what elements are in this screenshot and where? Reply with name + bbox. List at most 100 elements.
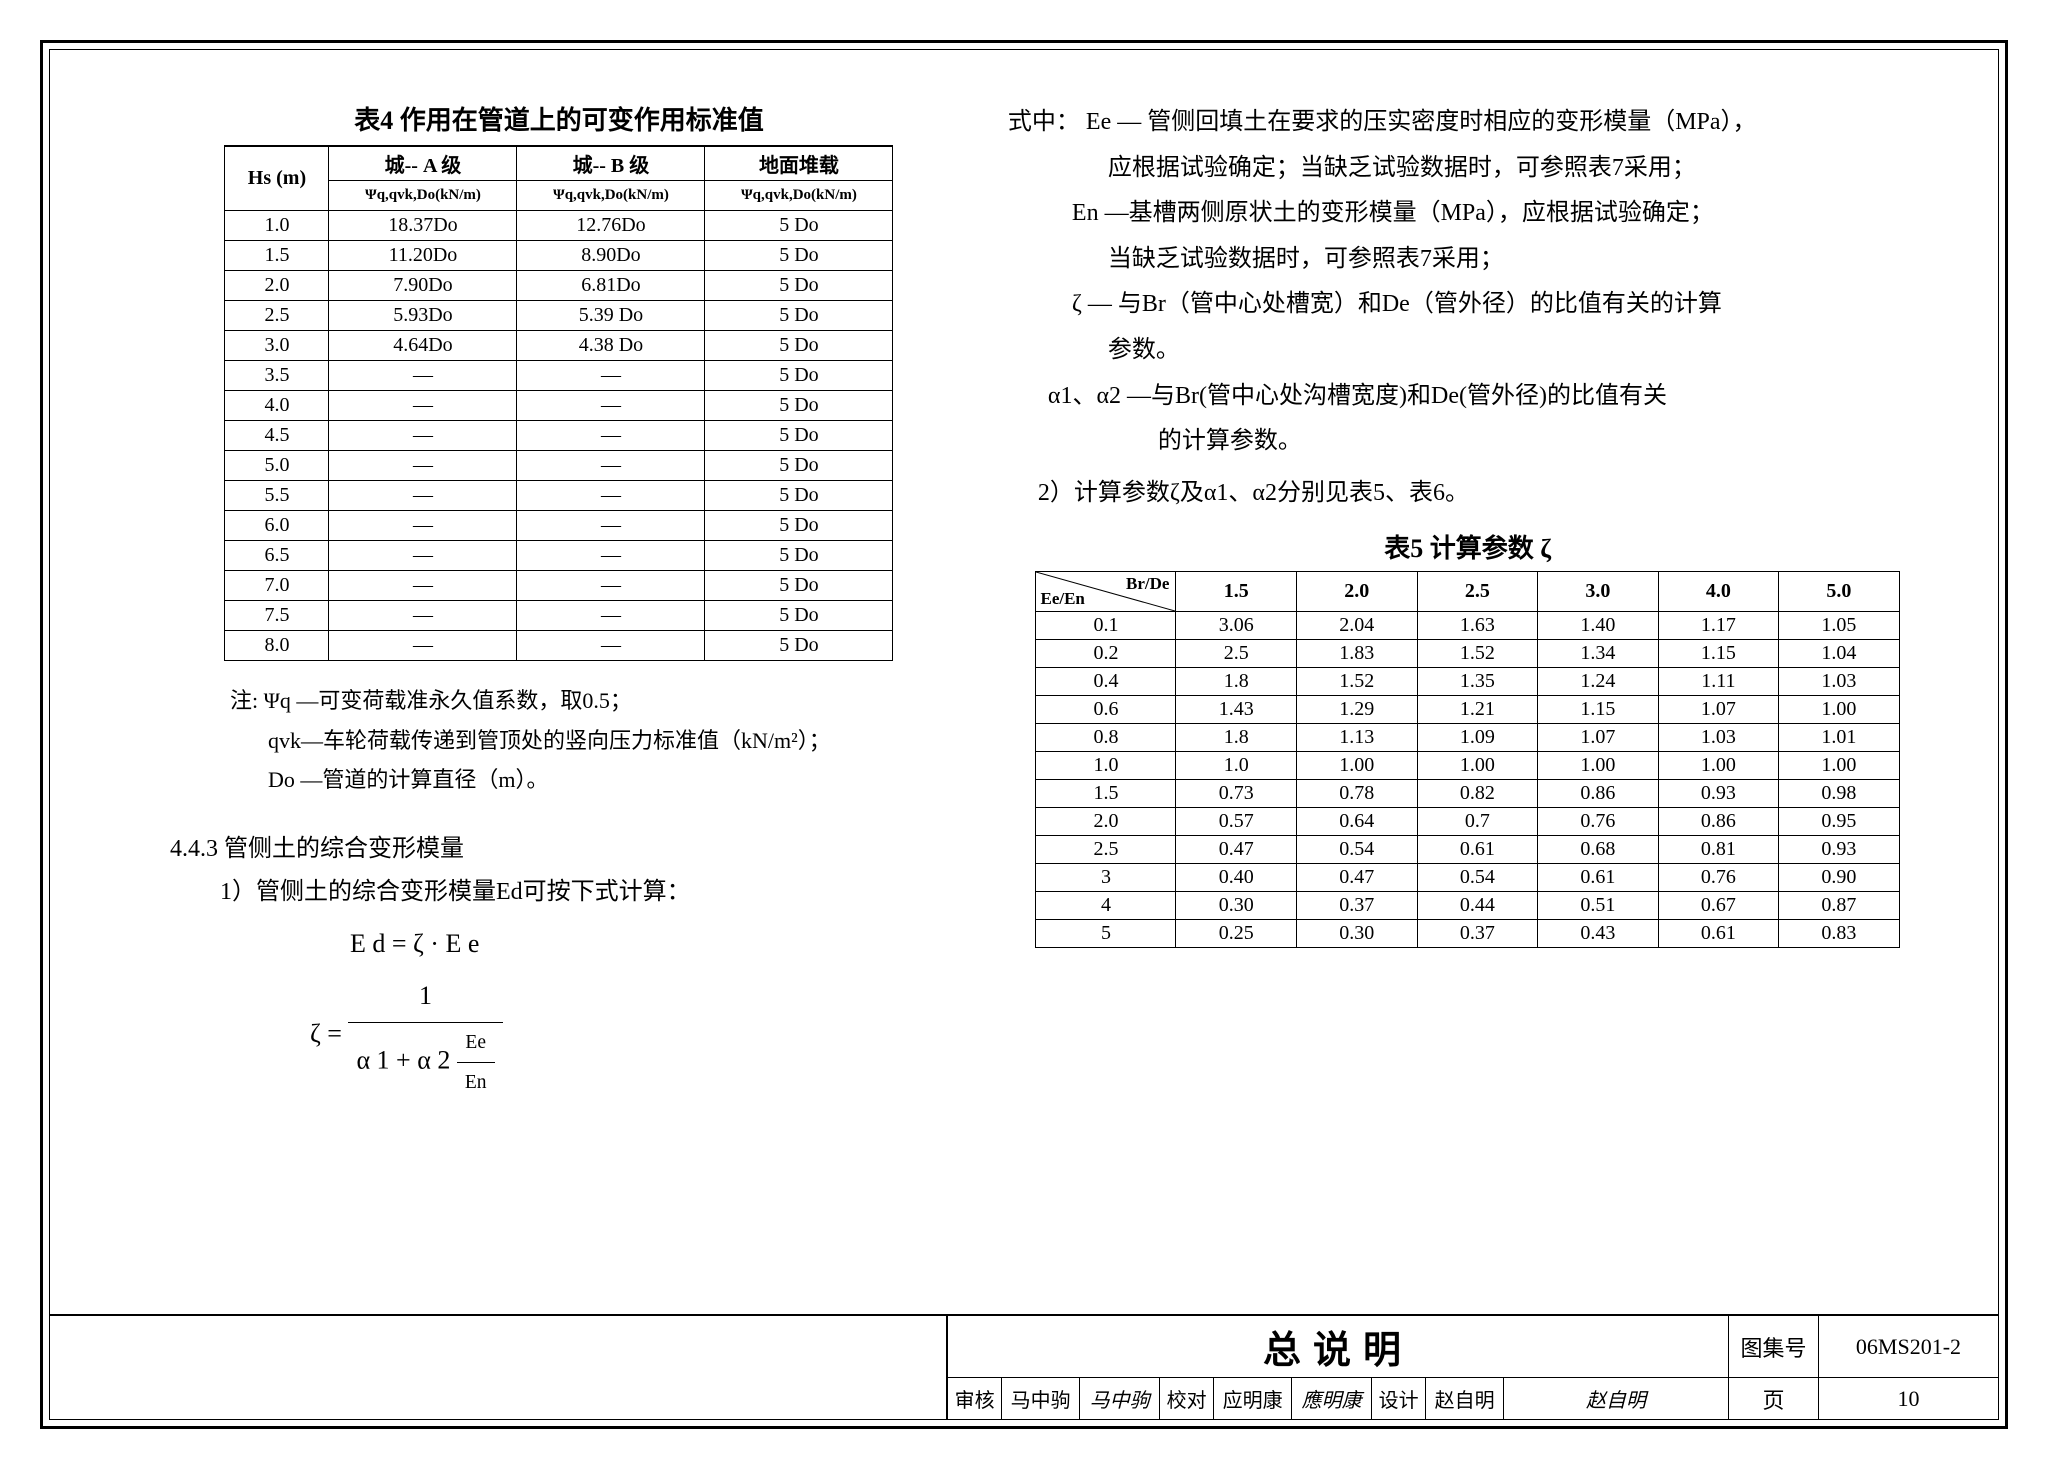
table-cell: 0.64 bbox=[1297, 808, 1418, 836]
p1b: 应根据试验确定；当缺乏试验数据时，可参照表7采用； bbox=[1008, 146, 1927, 192]
table-cell: 0.98 bbox=[1779, 780, 1900, 808]
table4-title: 表4 作用在管道上的可变作用标准值 bbox=[170, 100, 948, 137]
table-cell: 0.30 bbox=[1176, 892, 1297, 920]
page-number: 10 bbox=[1818, 1378, 1998, 1419]
t5-c5: 5.0 bbox=[1779, 572, 1900, 612]
table-cell: 1.63 bbox=[1417, 612, 1538, 640]
table-cell: — bbox=[517, 541, 705, 571]
table-cell: 0.61 bbox=[1417, 836, 1538, 864]
table-cell: 1.40 bbox=[1538, 612, 1659, 640]
table-cell: 1.07 bbox=[1658, 696, 1779, 724]
title-block: 总说明 图集号 06MS201-2 审核 马中驹 马中驹 校对 应明康 應明康 … bbox=[50, 1314, 1998, 1419]
check-sig: 應明康 bbox=[1292, 1378, 1372, 1419]
table-cell: 1.24 bbox=[1538, 668, 1659, 696]
content-area: 表4 作用在管道上的可变作用标准值 Hs (m) 城-- A 级 城-- B 级… bbox=[50, 50, 1998, 1314]
table-cell: 1.0 bbox=[225, 211, 329, 241]
t4-h2-c: Ψq,qvk,Do(kN/m) bbox=[705, 181, 893, 211]
t5-c1: 2.0 bbox=[1297, 572, 1418, 612]
table-cell: 0.44 bbox=[1417, 892, 1538, 920]
table-cell: 1.8 bbox=[1176, 668, 1297, 696]
inner-frame: 表4 作用在管道上的可变作用标准值 Hs (m) 城-- A 级 城-- B 级… bbox=[49, 49, 1999, 1420]
table-cell: 5 Do bbox=[705, 511, 893, 541]
table-cell: 0.8 bbox=[1036, 724, 1176, 752]
t4-h-hs: Hs (m) bbox=[225, 146, 329, 211]
table-cell: 0.54 bbox=[1417, 864, 1538, 892]
left-column: 表4 作用在管道上的可变作用标准值 Hs (m) 城-- A 级 城-- B 级… bbox=[170, 100, 948, 1294]
table-cell: 0.87 bbox=[1779, 892, 1900, 920]
table-cell: 5.93Do bbox=[329, 301, 517, 331]
table-cell: 1.15 bbox=[1538, 696, 1659, 724]
definitions: 式中： Ee — 管侧回填土在要求的压实密度时相应的变形模量（MPa）， 应根据… bbox=[1008, 100, 1927, 516]
table-cell: 0.78 bbox=[1297, 780, 1418, 808]
check-label: 校对 bbox=[1160, 1378, 1214, 1419]
table-cell: 6.81Do bbox=[517, 271, 705, 301]
right-column: 式中： Ee — 管侧回填土在要求的压实密度时相应的变形模量（MPa）， 应根据… bbox=[1008, 100, 1927, 1294]
table-cell: 0.90 bbox=[1779, 864, 1900, 892]
table-cell: — bbox=[329, 391, 517, 421]
t5-c0: 1.5 bbox=[1176, 572, 1297, 612]
table-cell: 5 Do bbox=[705, 301, 893, 331]
table-cell: 2.5 bbox=[1176, 640, 1297, 668]
table-cell: 8.0 bbox=[225, 631, 329, 661]
table-cell: 2.5 bbox=[225, 301, 329, 331]
table-cell: 5 Do bbox=[705, 451, 893, 481]
table-cell: 1.04 bbox=[1779, 640, 1900, 668]
note-label: 注: bbox=[230, 688, 258, 713]
table-cell: 1.34 bbox=[1538, 640, 1659, 668]
table-cell: 5.0 bbox=[225, 451, 329, 481]
table-cell: 1.52 bbox=[1297, 668, 1418, 696]
t5-c3: 3.0 bbox=[1538, 572, 1659, 612]
table-cell: 4.38 Do bbox=[517, 331, 705, 361]
table5-title: 表5 计算参数 ζ bbox=[1008, 528, 1927, 565]
table-cell: 0.37 bbox=[1417, 920, 1538, 948]
table-cell: 0.2 bbox=[1036, 640, 1176, 668]
table-cell: 0.93 bbox=[1779, 836, 1900, 864]
note3: Do —管道的计算直径（m）。 bbox=[230, 767, 549, 792]
table-cell: 1.01 bbox=[1779, 724, 1900, 752]
table-cell: 5 Do bbox=[705, 211, 893, 241]
table-cell: 0.7 bbox=[1417, 808, 1538, 836]
t5-diag-right: Br/De bbox=[1126, 574, 1169, 594]
note2: qvk—车轮荷载传递到管顶处的竖向压力标准值（kN/m²）； bbox=[230, 728, 831, 753]
table-cell: — bbox=[517, 451, 705, 481]
table-cell: 1.05 bbox=[1779, 612, 1900, 640]
table-cell: 0.43 bbox=[1538, 920, 1659, 948]
table-cell: — bbox=[517, 481, 705, 511]
table4-notes: 注: Ψq —可变荷载准永久值系数，取0.5； qvk—车轮荷载传递到管顶处的竖… bbox=[230, 681, 948, 800]
table-cell: 1.00 bbox=[1297, 752, 1418, 780]
table-cell: — bbox=[517, 601, 705, 631]
table-cell: — bbox=[329, 361, 517, 391]
table-cell: 5.39 Do bbox=[517, 301, 705, 331]
table-cell: 3 bbox=[1036, 864, 1176, 892]
table-cell: 0.4 bbox=[1036, 668, 1176, 696]
table-cell: 5 Do bbox=[705, 361, 893, 391]
table-cell: — bbox=[517, 421, 705, 451]
table-cell: 7.5 bbox=[225, 601, 329, 631]
table-cell: 12.76Do bbox=[517, 211, 705, 241]
p3b: 参数。 bbox=[1008, 328, 1927, 374]
table-cell: 3.0 bbox=[225, 331, 329, 361]
table-cell: 1.11 bbox=[1658, 668, 1779, 696]
table-cell: 2.5 bbox=[1036, 836, 1176, 864]
table-cell: 1.8 bbox=[1176, 724, 1297, 752]
table-cell: 18.37Do bbox=[329, 211, 517, 241]
table-cell: 1.0 bbox=[1036, 752, 1176, 780]
p1: Ee — 管侧回填土在要求的压实密度时相应的变形模量（MPa）， bbox=[1086, 109, 1757, 135]
t4-h-a: 城-- A 级 bbox=[329, 146, 517, 181]
table-cell: 0.61 bbox=[1658, 920, 1779, 948]
table-cell: — bbox=[329, 481, 517, 511]
table-cell: 0.73 bbox=[1176, 780, 1297, 808]
table-cell: 5 Do bbox=[705, 421, 893, 451]
table-cell: 8.90Do bbox=[517, 241, 705, 271]
table-cell: — bbox=[517, 631, 705, 661]
p1-label: 式中： bbox=[1008, 109, 1080, 135]
table-cell: 3.5 bbox=[225, 361, 329, 391]
formula-zeta: ζ = 1 α 1 + α 2 Ee En bbox=[310, 970, 948, 1102]
table-cell: 1.43 bbox=[1176, 696, 1297, 724]
p2b: 当缺乏试验数据时，可参照表7采用； bbox=[1008, 237, 1927, 283]
table-cell: 4 bbox=[1036, 892, 1176, 920]
p4: α1、α2 —与Br(管中心处沟槽宽度)和De(管外径)的比值有关 bbox=[1008, 374, 1927, 420]
table-cell: 1.29 bbox=[1297, 696, 1418, 724]
table-cell: — bbox=[517, 361, 705, 391]
f2-num: 1 bbox=[348, 970, 502, 1023]
